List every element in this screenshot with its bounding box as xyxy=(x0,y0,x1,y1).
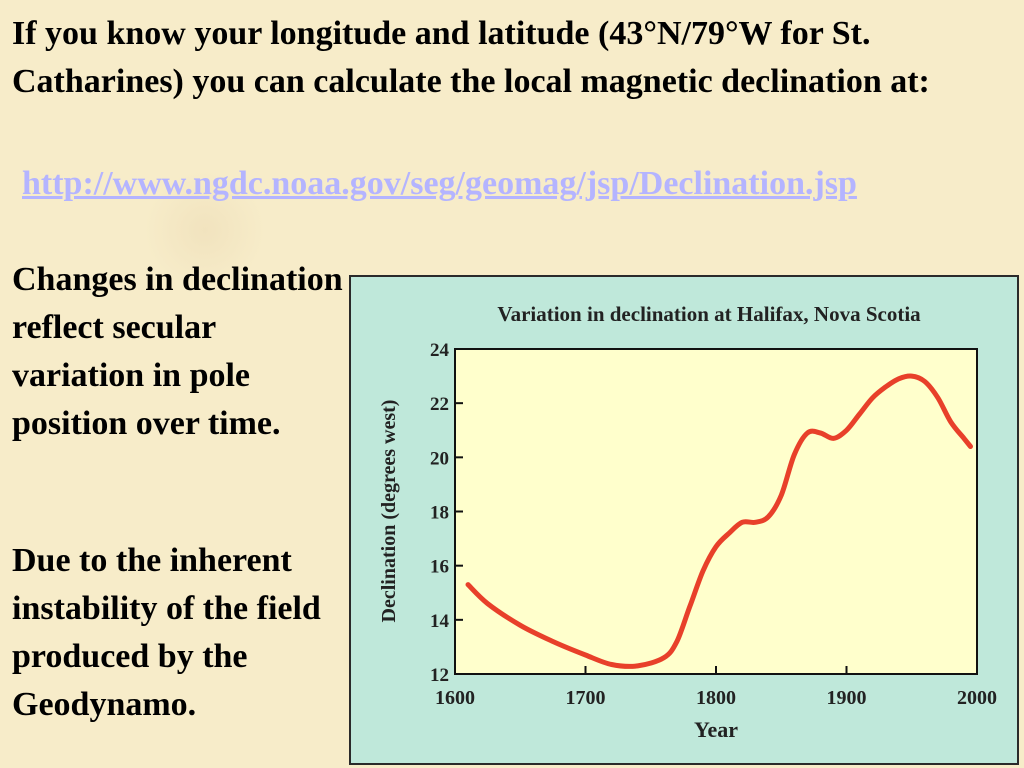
geodynamo-text: Due to the inherent instability of the f… xyxy=(12,542,321,723)
y-tick-label: 16 xyxy=(430,557,449,578)
x-tick-label: 1600 xyxy=(435,687,475,709)
y-tick-label: 12 xyxy=(430,665,449,686)
chart-title: Variation in declination at Halifax, Nov… xyxy=(497,302,921,326)
y-tick-label: 22 xyxy=(430,394,449,415)
y-tick-label: 18 xyxy=(430,503,449,524)
intro-text: If you know your longitude and latitude … xyxy=(12,15,930,100)
secular-variation-text: Changes in declination reflect secular v… xyxy=(12,261,343,442)
x-tick-label: 1900 xyxy=(827,687,867,709)
x-tick-label: 1700 xyxy=(566,687,606,709)
x-tick-label: 2000 xyxy=(957,687,997,709)
declination-calculator-link[interactable]: http://www.ngdc.noaa.gov/seg/geomag/jsp/… xyxy=(22,165,857,202)
declination-chart: Variation in declination at Halifax, Nov… xyxy=(378,302,997,742)
declination-chart-panel: Variation in declination at Halifax, Nov… xyxy=(349,275,1019,765)
plot-area xyxy=(454,348,978,675)
x-axis-label: Year xyxy=(694,717,738,742)
x-tick-label: 1800 xyxy=(696,687,736,709)
y-tick-label: 14 xyxy=(430,611,450,632)
x-axis: 1600 1700 1800 1900 2000 xyxy=(435,666,997,709)
y-tick-label: 20 xyxy=(430,448,449,469)
y-tick-label: 24 xyxy=(430,340,450,361)
declination-series-line xyxy=(465,373,973,669)
y-axis: 12 14 16 18 20 22 24 xyxy=(430,340,463,686)
y-axis-label: Declination (degrees west) xyxy=(378,400,400,623)
